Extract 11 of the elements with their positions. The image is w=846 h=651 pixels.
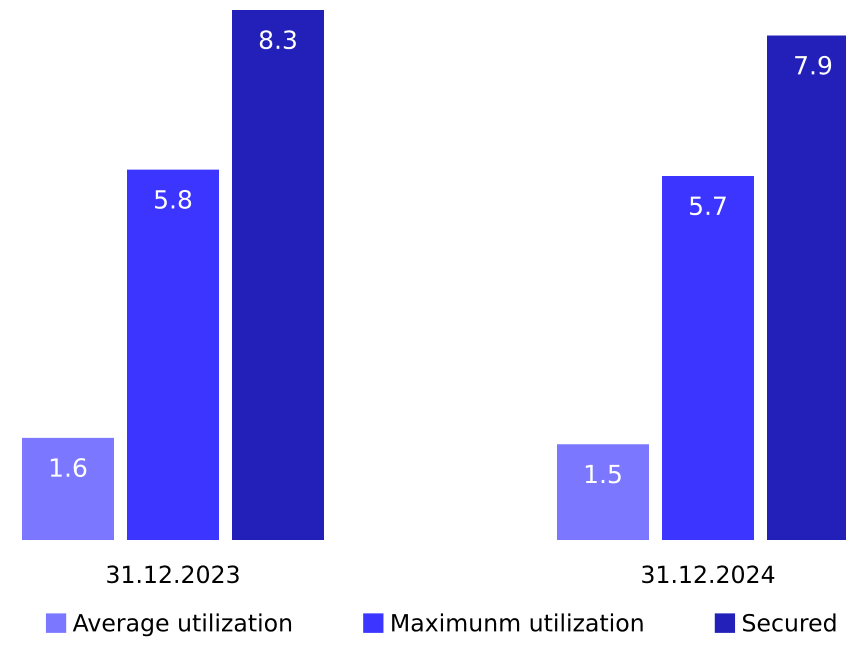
data-label: 5.8 xyxy=(155,190,192,209)
legend-label: Secured xyxy=(743,613,836,632)
data-label: 7.9 xyxy=(795,56,832,75)
x-tick-label: 31.12.2023 xyxy=(107,565,239,584)
x-tick-label: 31.12.2024 xyxy=(642,565,774,584)
legend-label: Maximunm utilization xyxy=(392,613,643,632)
data-label: 5.7 xyxy=(690,196,726,216)
data-label: 1.6 xyxy=(50,458,86,478)
legend-label: Average utilization xyxy=(72,613,292,636)
data-label: 1.5 xyxy=(586,464,621,484)
data-label: 8.3 xyxy=(260,30,296,50)
